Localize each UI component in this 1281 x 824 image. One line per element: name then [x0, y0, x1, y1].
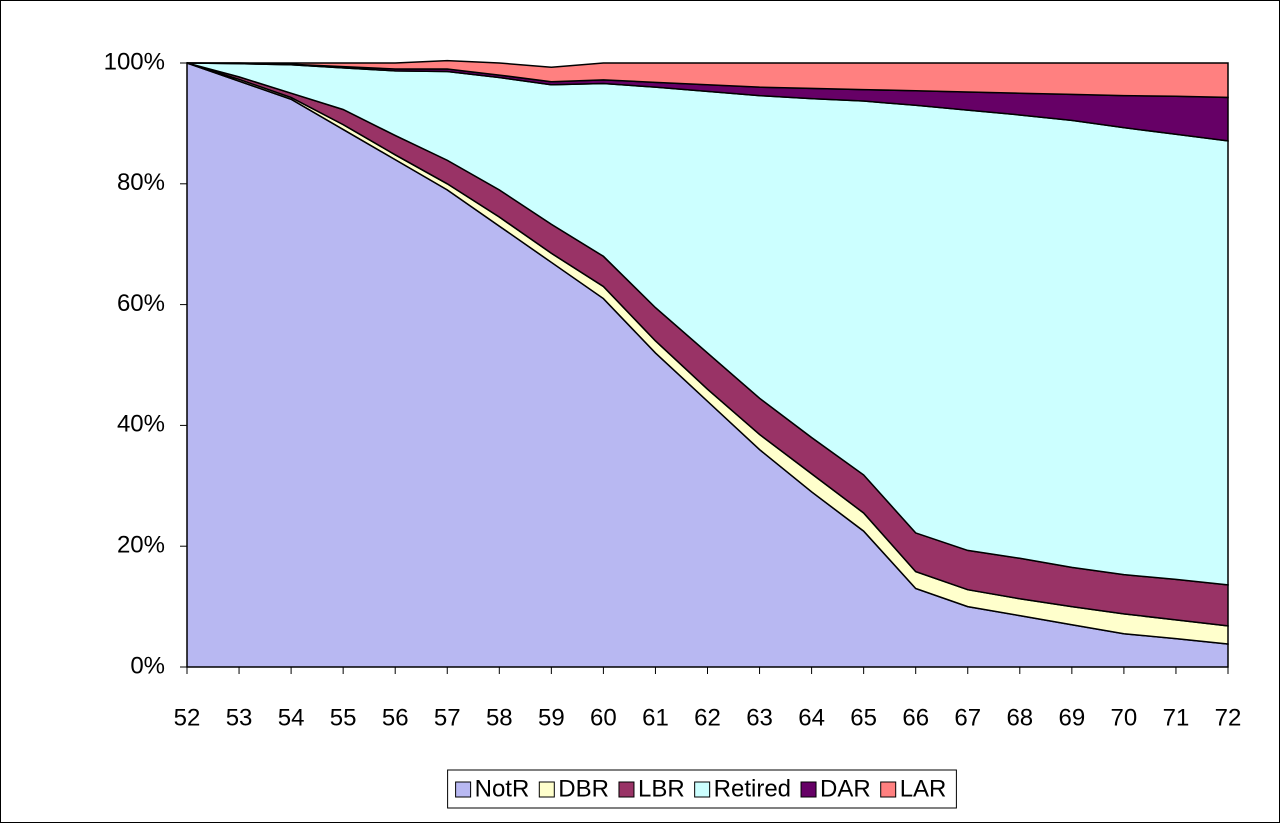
- y-tick-label: 20%: [117, 532, 165, 559]
- x-tick-label: 67: [954, 704, 981, 731]
- y-tick-label: 40%: [117, 411, 165, 438]
- x-tick-label: 54: [278, 704, 305, 731]
- x-tick-label: 68: [1006, 704, 1033, 731]
- legend: NotR DBR LBR Retired DAR LAR: [447, 769, 957, 809]
- x-tick-label: 52: [174, 704, 201, 731]
- x-tick-label: 56: [382, 704, 409, 731]
- x-tick-label: 55: [330, 704, 357, 731]
- legend-swatch: [694, 781, 711, 798]
- x-tick-label: 62: [694, 704, 721, 731]
- x-tick-label: 53: [226, 704, 253, 731]
- legend-label: DBR: [558, 775, 609, 802]
- x-tick-label: 60: [590, 704, 617, 731]
- x-tick-label: 64: [798, 704, 825, 731]
- y-tick-label: 0%: [130, 652, 165, 679]
- x-tick-label: 66: [902, 704, 929, 731]
- x-tick-label: 71: [1163, 704, 1190, 731]
- legend-swatch: [618, 781, 635, 798]
- legend-label: LBR: [638, 775, 685, 802]
- legend-label: LAR: [900, 775, 947, 802]
- legend-swatch: [880, 781, 897, 798]
- x-tick-label: 69: [1058, 704, 1085, 731]
- x-tick-label: 63: [746, 704, 773, 731]
- area: [187, 59, 1229, 99]
- x-tick-label: 70: [1111, 704, 1138, 731]
- plot-area: 0% 20% 40% 60% 80% 100% 52 53 54 55 56 57 58 59 60 61 62…: [104, 48, 1242, 731]
- x-tick-label: 58: [486, 704, 513, 731]
- legend-swatch: [455, 781, 472, 798]
- y-tick-label: 60%: [117, 290, 165, 317]
- legend-swatch: [800, 781, 817, 798]
- x-tick-label: 65: [850, 704, 877, 731]
- legend-label: NotR: [475, 775, 530, 802]
- x-tick-label: 57: [434, 704, 461, 731]
- x-tick-label: 61: [642, 704, 669, 731]
- y-tick-label: 100%: [104, 48, 165, 75]
- legend-swatch: [538, 781, 555, 798]
- legend-label: Retired: [714, 775, 791, 802]
- x-tick-label: 59: [538, 704, 565, 731]
- y-tick-label: 80%: [117, 169, 165, 196]
- legend-label: DAR: [820, 775, 871, 802]
- x-tick-label: 72: [1215, 704, 1242, 731]
